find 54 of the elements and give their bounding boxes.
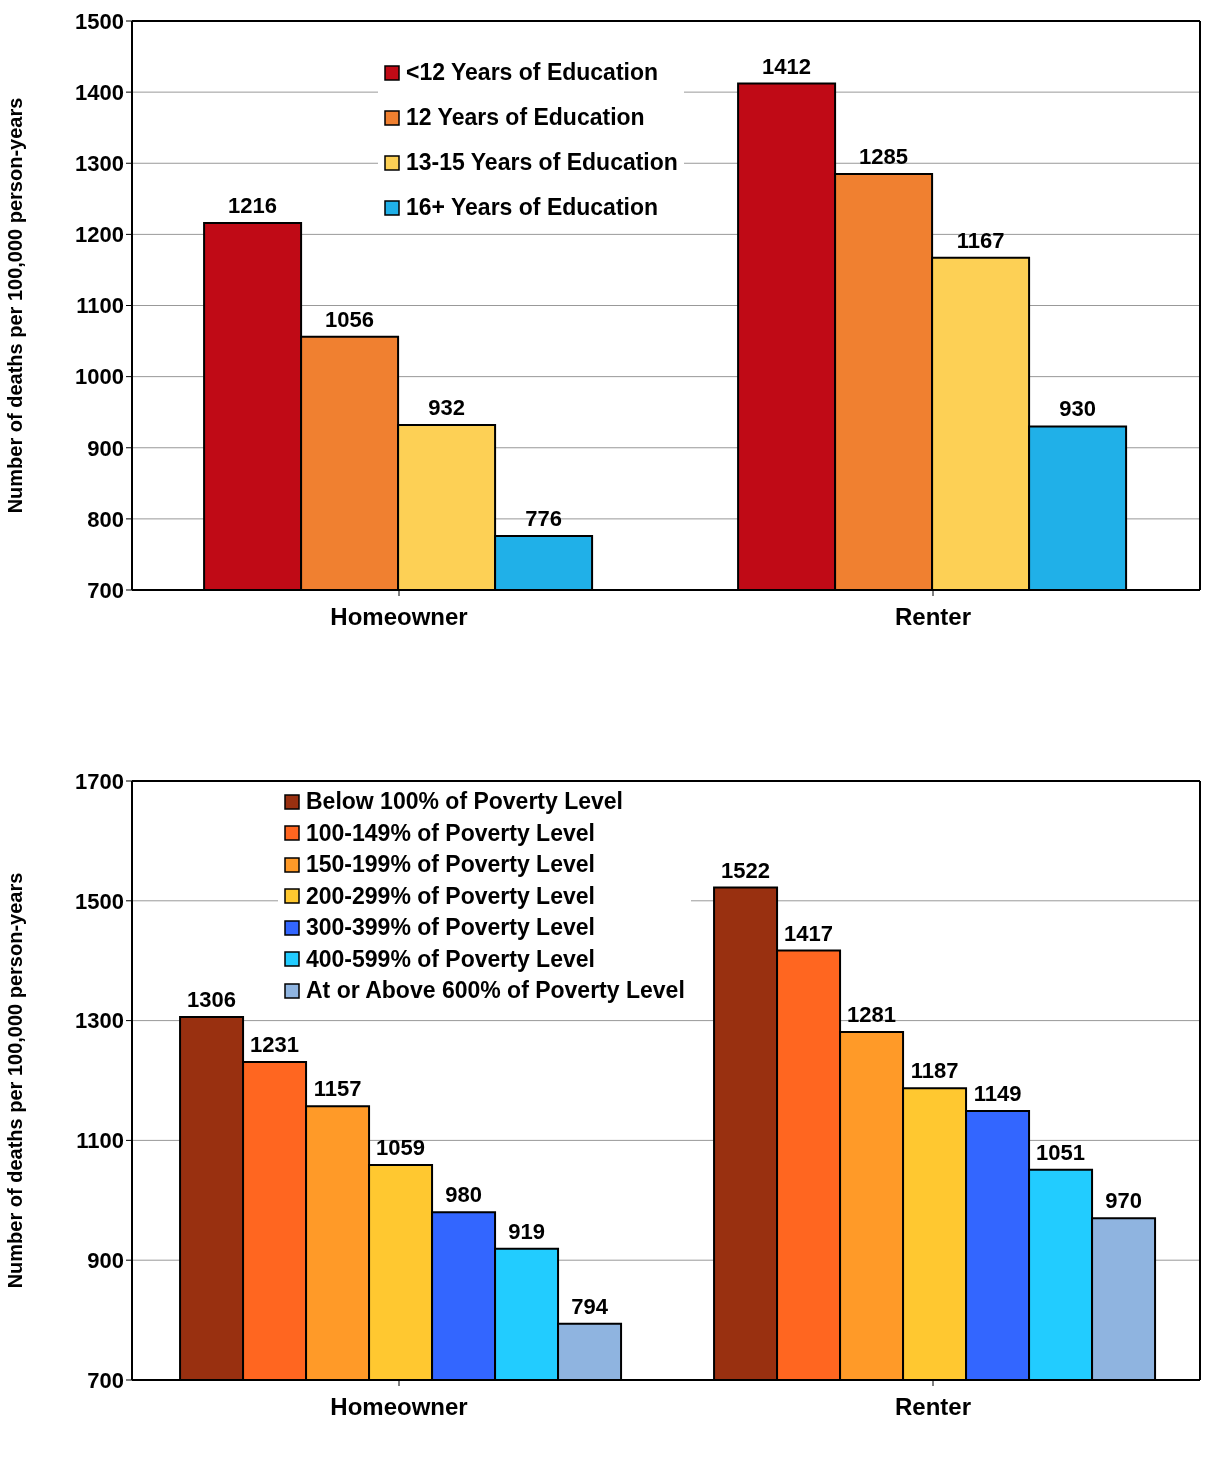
legend-label: 12 Years of Education: [406, 104, 645, 131]
data-label: 970: [1105, 1188, 1142, 1214]
y-tick-label: 700: [87, 1367, 124, 1393]
y-tick-label: 900: [87, 435, 124, 461]
legend-label: 400-599% of Poverty Level: [306, 945, 595, 973]
data-label: 980: [445, 1182, 482, 1208]
legend-label: 100-149% of Poverty Level: [306, 819, 595, 847]
y-axis-title: Number of deaths per 100,000 person-years: [4, 97, 27, 514]
data-label: 1056: [325, 306, 375, 332]
y-tick-label: 1300: [75, 151, 124, 177]
data-label: 930: [1059, 396, 1096, 422]
data-label: 932: [428, 394, 465, 420]
data-label: 1059: [376, 1134, 426, 1160]
y-tick-label: 700: [87, 577, 124, 603]
legend-label: 150-199% of Poverty Level: [306, 851, 595, 879]
legend-label: <12 Years of Education: [406, 59, 659, 86]
legend-label: 13-15 Years of Education: [406, 149, 678, 176]
data-label: 1187: [910, 1058, 959, 1084]
data-label: 1149: [973, 1081, 1022, 1107]
y-tick-label: 1300: [75, 1008, 124, 1034]
y-tick-label: 1500: [75, 8, 124, 34]
data-label: 1306: [187, 987, 237, 1013]
data-label: 1522: [721, 857, 771, 883]
x-tick-label: Renter: [894, 603, 972, 631]
data-label: 1285: [859, 143, 909, 169]
y-axis-title: Number of deaths per 100,000 person-years: [4, 872, 27, 1289]
data-label: 1417: [784, 920, 834, 946]
data-label: 1051: [1036, 1139, 1086, 1165]
data-label: 794: [571, 1293, 609, 1319]
x-tick-label: Homeowner: [330, 1393, 468, 1421]
legend-label: 16+ Years of Education: [406, 194, 659, 221]
legend-label: At or Above 600% of Poverty Level: [306, 977, 685, 1005]
y-tick-label: 1400: [75, 79, 124, 105]
data-label: 1281: [847, 1001, 897, 1027]
x-tick-label: Homeowner: [330, 603, 468, 631]
data-label: 1167: [956, 227, 1005, 253]
y-tick-label: 1100: [76, 293, 124, 319]
data-label: 776: [525, 505, 562, 531]
data-label: 919: [508, 1218, 545, 1244]
data-label: 1412: [762, 53, 812, 79]
legend-label: 200-299% of Poverty Level: [306, 882, 595, 910]
legend-label: 300-399% of Poverty Level: [306, 914, 595, 942]
data-label: 1231: [250, 1031, 300, 1057]
x-tick-label: Renter: [894, 1393, 972, 1421]
y-tick-label: 1000: [75, 364, 124, 390]
y-tick-label: 1500: [75, 888, 124, 914]
y-tick-label: 1200: [75, 222, 124, 248]
y-tick-label: 900: [87, 1248, 124, 1274]
legend-label: Below 100% of Poverty Level: [306, 788, 624, 816]
data-label: 1216: [228, 192, 278, 218]
data-label: 1157: [313, 1076, 362, 1102]
y-tick-label: 1100: [76, 1128, 124, 1154]
y-tick-label: 800: [87, 506, 124, 532]
y-tick-label: 1700: [75, 768, 124, 794]
